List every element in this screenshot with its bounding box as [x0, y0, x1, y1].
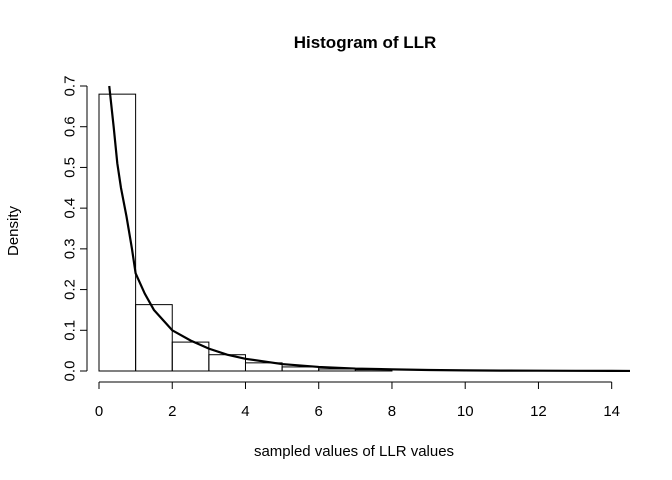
y-tick-label: 0.4 — [62, 198, 79, 219]
histogram-bars — [98, 93, 393, 372]
x-tick-label: 4 — [241, 403, 249, 420]
x-axis: 0 2 4 6 8 10 12 14 — [95, 381, 620, 420]
histogram-bar-0 — [98, 93, 137, 372]
density-curve — [108, 85, 631, 373]
y-tick-label: 0.5 — [62, 157, 79, 178]
x-tick-label: 14 — [603, 403, 620, 420]
y-tick-label: 0.3 — [62, 238, 79, 259]
chart-title: Histogram of LLR — [294, 33, 437, 52]
x-tick-label: 8 — [388, 403, 396, 420]
y-tick-label: 0.0 — [62, 361, 79, 382]
y-tick-label: 0.1 — [62, 320, 79, 341]
y-tick-label: 0.6 — [62, 116, 79, 137]
x-tick-label: 0 — [95, 403, 103, 420]
y-axis-label: Density — [5, 205, 22, 256]
x-tick-label: 10 — [457, 403, 474, 420]
y-tick-label: 0.2 — [62, 279, 79, 300]
y-tick-label: 0.7 — [62, 76, 79, 97]
y-axis: 0.0 0.1 0.2 0.3 0.4 0.5 0.6 0.7 — [62, 76, 88, 382]
x-axis-label: sampled values of LLR values — [254, 443, 454, 460]
x-tick-label: 2 — [168, 403, 176, 420]
histogram-bar-1 — [135, 304, 173, 372]
x-tick-label: 12 — [530, 403, 547, 420]
x-tick-label: 6 — [315, 403, 323, 420]
